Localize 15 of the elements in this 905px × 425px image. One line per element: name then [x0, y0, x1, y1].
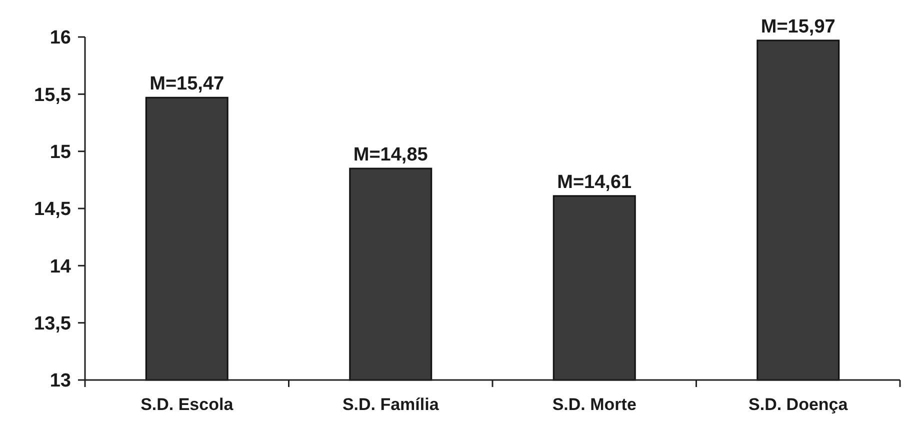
y-tick-label: 15,5 — [34, 84, 72, 106]
y-tick-label: 13 — [50, 370, 71, 392]
y-tick-label: 15 — [50, 142, 72, 163]
data-label: M=15,47 — [150, 74, 224, 95]
data-label: M=14,61 — [557, 172, 632, 193]
y-tick-label: 16 — [50, 28, 71, 49]
y-tick-label: 13,5 — [34, 313, 72, 334]
x-tick-label: S.D. Escola — [140, 395, 234, 414]
y-tick-label: 14 — [50, 256, 72, 278]
x-tick-label: S.D. Família — [342, 395, 440, 414]
x-tick-label: S.D. Doença — [748, 395, 848, 414]
y-tick-label: 14,5 — [34, 199, 72, 220]
data-label: M=15,97 — [760, 16, 836, 38]
x-tick-label: S.D. Morte — [552, 395, 636, 414]
data-label: M=14,85 — [353, 144, 428, 166]
